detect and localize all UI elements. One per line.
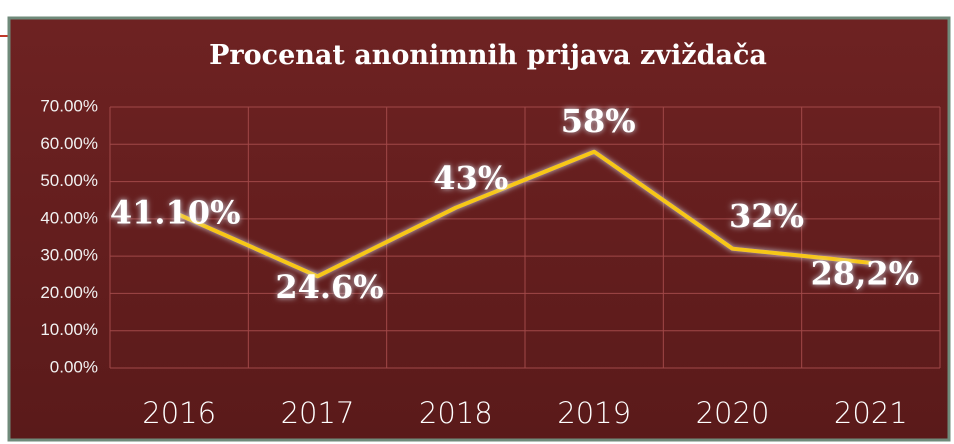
data-label: 24.6% (275, 268, 383, 306)
y-tick-label: 0.00% (50, 357, 98, 376)
x-tick-label: 2018 (419, 396, 493, 430)
line-series (178, 149, 872, 279)
x-tick-label: 2017 (281, 396, 355, 430)
x-tick-label: 2016 (142, 396, 216, 430)
x-tick-label: 2021 (834, 396, 908, 430)
y-tick-label: 40.00% (40, 208, 98, 227)
data-label: 58% (561, 102, 636, 140)
data-label: 41.10% (110, 193, 241, 231)
data-label: 32% (729, 197, 804, 235)
y-tick-label: 60.00% (40, 134, 98, 153)
chart-frame (7, 16, 951, 442)
y-tick-label: 50.00% (40, 171, 98, 190)
y-tick-label: 30.00% (40, 246, 98, 265)
y-tick-label: 20.00% (40, 283, 98, 302)
data-label: 28,2% (811, 254, 919, 292)
x-tick-label: 2020 (696, 396, 770, 430)
data-label: 43% (433, 159, 508, 197)
x-tick-label: 2019 (557, 396, 631, 430)
chart-title: Procenat anonimnih prijava zviždača (209, 40, 767, 71)
y-tick-label: 10.00% (40, 320, 98, 339)
y-tick-label: 70.00% (40, 96, 98, 115)
